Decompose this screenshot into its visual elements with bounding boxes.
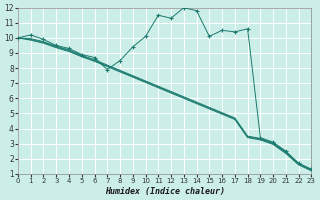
- X-axis label: Humidex (Indice chaleur): Humidex (Indice chaleur): [105, 187, 225, 196]
